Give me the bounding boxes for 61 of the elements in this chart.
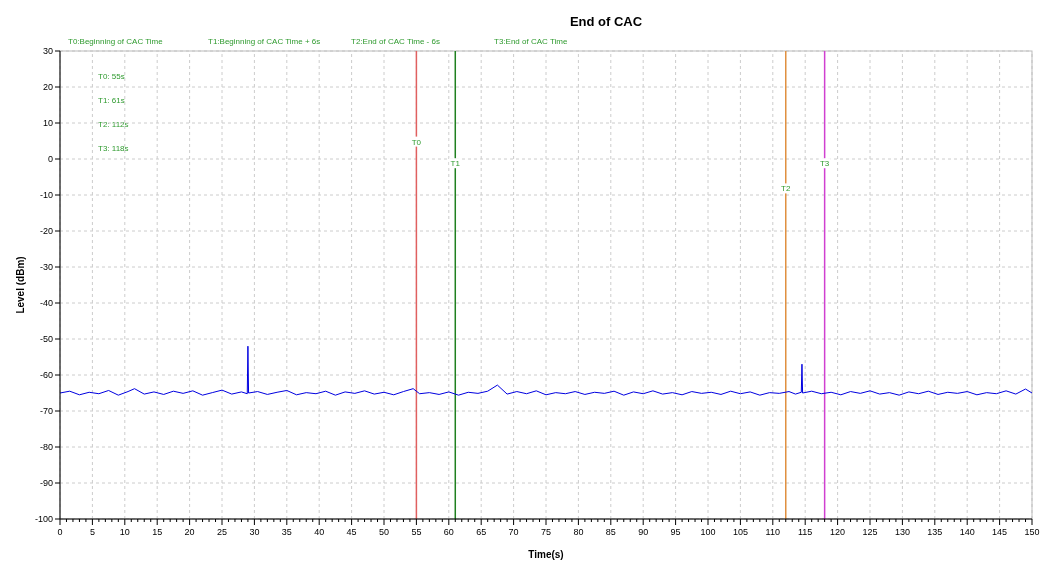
y-tick-label: 30 xyxy=(42,46,53,56)
x-tick-label: 20 xyxy=(184,527,195,537)
x-tick-label: 95 xyxy=(670,527,681,537)
x-tick-label: 75 xyxy=(540,527,552,537)
y-tick-label: -70 xyxy=(39,406,53,416)
x-tick-label: 55 xyxy=(411,527,422,537)
x-tick-label: 50 xyxy=(378,527,390,537)
x-tick-label: 80 xyxy=(573,527,584,537)
x-tick-label: 15 xyxy=(152,527,163,537)
x-tick-label: 40 xyxy=(314,527,325,537)
text: T0:Beginning of CAC Time xyxy=(68,37,164,46)
y-tick-label: -100 xyxy=(34,514,53,524)
x-tick-label: 5 xyxy=(89,527,95,537)
x-tick-label: 0 xyxy=(57,527,63,537)
x-tick-label: 130 xyxy=(894,527,910,537)
x-tick-label: 145 xyxy=(992,527,1008,537)
x-tick-label: 150 xyxy=(1024,527,1040,537)
x-tick-label: 85 xyxy=(605,527,616,537)
text: T1:Beginning of CAC Time + 6s xyxy=(208,37,321,46)
y-tick-label: -30 xyxy=(39,262,53,272)
y-tick-label: 0 xyxy=(47,154,53,164)
x-tick-label: 65 xyxy=(476,527,487,537)
x-tick-label: 35 xyxy=(281,527,292,537)
y-tick-label: 10 xyxy=(42,118,53,128)
x-tick-label: 120 xyxy=(830,527,846,537)
x-tick-label: 45 xyxy=(346,527,357,537)
x-tick-label: 110 xyxy=(765,527,780,537)
x-tick-label: 105 xyxy=(732,527,748,537)
x-tick-label: 140 xyxy=(959,527,975,537)
annotation: T0: 55s xyxy=(98,72,125,81)
ref-line-label: T2 xyxy=(781,184,791,194)
annotation: T1: 61s xyxy=(98,96,125,105)
annotation: T3: 118s xyxy=(98,144,129,153)
x-tick-label: 10 xyxy=(119,527,130,537)
x-tick-label: 70 xyxy=(508,527,519,537)
x-tick-label: 125 xyxy=(862,527,878,537)
x-tick-label: 60 xyxy=(443,527,454,537)
y-axis-title: Level (dBm) xyxy=(15,256,26,314)
y-tick-label: -60 xyxy=(39,370,53,380)
annotation: T2: 112s xyxy=(98,120,129,129)
y-tick-label: -10 xyxy=(39,190,53,200)
line-series xyxy=(59,345,1033,396)
x-tick-label: 135 xyxy=(927,527,943,537)
x-tick-label: 30 xyxy=(249,527,260,537)
y-tick-label: 20 xyxy=(42,82,53,92)
x-tick-label: 115 xyxy=(798,527,813,537)
ref-line-label: T1 xyxy=(450,159,461,169)
y-tick-label: -90 xyxy=(39,478,53,488)
x-tick-label: 100 xyxy=(700,527,716,537)
x-axis-title: Time(s) xyxy=(528,549,564,560)
y-tick-label: -20 xyxy=(39,226,53,236)
ref-line-label: T0 xyxy=(411,137,422,147)
ref-line-label: T3 xyxy=(819,159,830,169)
y-tick-label: -50 xyxy=(39,334,53,344)
x-tick-label: 25 xyxy=(216,527,228,537)
text: T3:End of CAC Time xyxy=(494,37,568,46)
text: T2:End of CAC Time - 6s xyxy=(351,37,440,46)
chart-title: End of CAC xyxy=(569,14,643,29)
y-tick-label: -40 xyxy=(39,298,53,308)
y-tick-label: -80 xyxy=(39,442,53,452)
x-tick-label: 90 xyxy=(638,527,649,537)
